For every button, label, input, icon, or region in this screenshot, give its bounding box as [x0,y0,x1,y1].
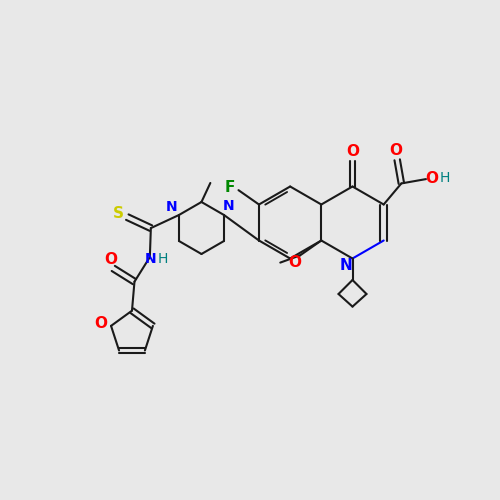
Text: F: F [224,180,234,194]
Text: N: N [340,258,352,274]
Text: O: O [104,252,118,267]
Text: O: O [346,144,359,159]
Text: O: O [390,144,402,158]
Text: O: O [288,256,302,270]
Text: N: N [145,252,156,266]
Text: H: H [157,252,168,266]
Text: O: O [94,316,108,331]
Text: O: O [426,170,438,186]
Text: H: H [440,171,450,185]
Text: N: N [166,200,177,214]
Text: S: S [114,206,124,220]
Text: N: N [223,199,235,213]
